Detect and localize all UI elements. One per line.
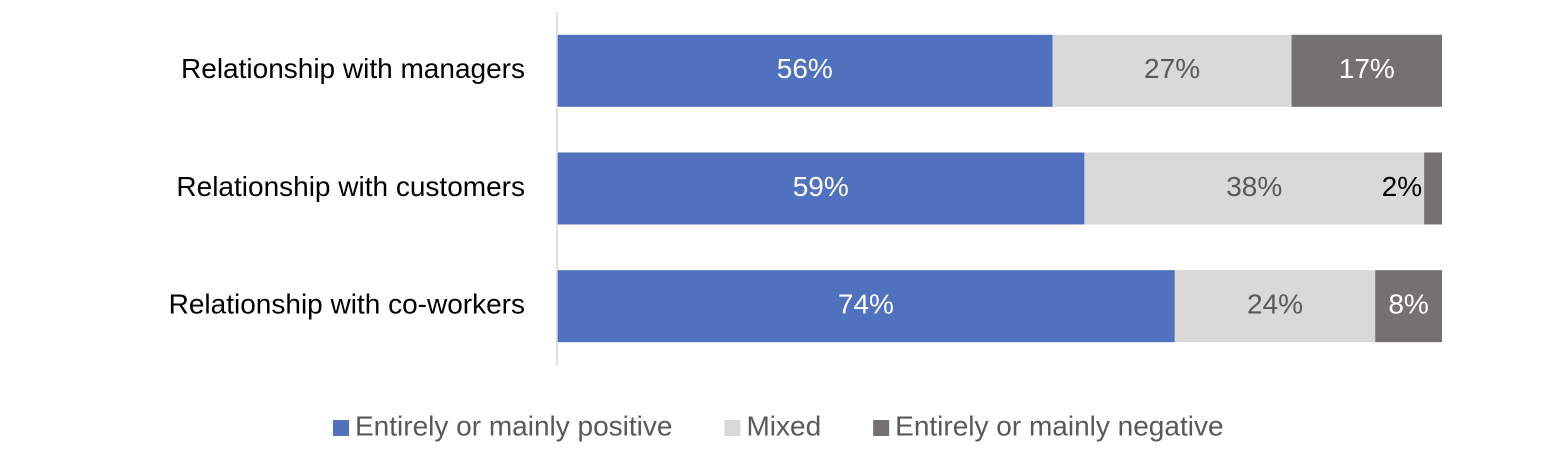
bar-segment xyxy=(557,152,1085,225)
data-label: 8% xyxy=(1388,289,1428,320)
bar-segment xyxy=(557,34,1053,107)
bar-segment xyxy=(1052,34,1292,107)
legend-swatch xyxy=(873,420,890,436)
data-label: 24% xyxy=(1247,289,1303,320)
data-label: 38% xyxy=(1226,171,1282,202)
data-label: 74% xyxy=(838,289,894,320)
data-label: 56% xyxy=(777,53,833,84)
bar-segment xyxy=(1084,152,1425,225)
bar-segment xyxy=(1424,152,1442,225)
bar-segment xyxy=(557,270,1175,343)
data-label: 17% xyxy=(1339,53,1395,84)
legend-swatch xyxy=(333,420,349,436)
legend-swatch xyxy=(724,420,741,436)
data-label: 2% xyxy=(1382,171,1422,202)
bar-segment xyxy=(1375,270,1442,343)
bar-segment xyxy=(1174,270,1376,343)
y-tick-label: Relationship with co-workers xyxy=(169,289,525,320)
legend-label: Mixed xyxy=(746,410,821,441)
data-label: 27% xyxy=(1144,53,1200,84)
data-label: 59% xyxy=(793,171,849,202)
legend-label: Entirely or mainly positive xyxy=(355,410,672,441)
legend-label: Entirely or mainly negative xyxy=(895,410,1223,441)
bar-segment xyxy=(1291,34,1442,107)
y-tick-label: Relationship with customers xyxy=(176,171,525,202)
y-tick-label: Relationship with managers xyxy=(181,53,525,84)
